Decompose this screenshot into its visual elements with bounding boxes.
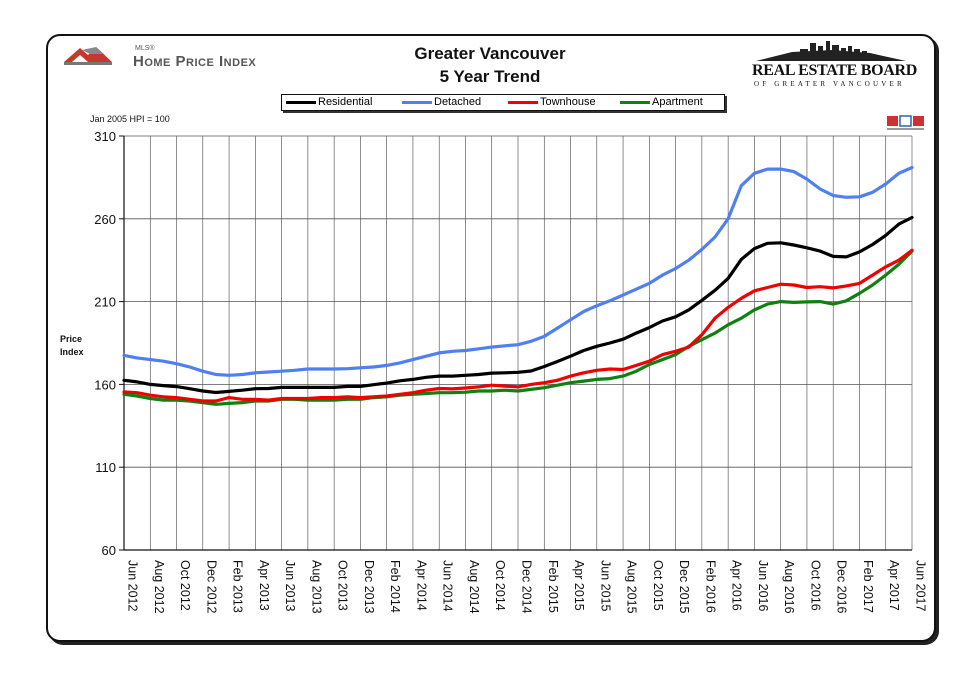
legend-swatch-residential <box>286 100 316 104</box>
series-line-townhouse <box>122 248 914 403</box>
x-tick-label: Jun 2016 <box>756 560 770 611</box>
x-tick-label: Aug 2015 <box>625 560 639 614</box>
x-tick-label: Dec 2016 <box>835 560 849 614</box>
x-tick-label: Apr 2016 <box>730 560 744 611</box>
x-tick-label: Oct 2015 <box>651 560 665 611</box>
legend-swatch-apartment <box>620 100 650 104</box>
board-subtitle: OF GREATER VANCOUVER <box>754 80 905 88</box>
x-tick-label: Dec 2015 <box>677 560 691 614</box>
skyline-logo-icon <box>756 41 906 61</box>
x-tick-label: Dec 2013 <box>362 560 376 614</box>
x-tick-label: Feb 2016 <box>703 560 717 613</box>
x-tick-label: Aug 2014 <box>467 560 481 614</box>
hpi-logo-small: MLS® <box>135 45 155 52</box>
x-tick-label: Oct 2016 <box>808 560 822 611</box>
x-tick-label: Jun 2014 <box>441 560 455 611</box>
y-tick-label: 210 <box>94 295 116 310</box>
y-tick-label: 160 <box>94 377 116 392</box>
hpi-house-logo-icon <box>64 47 112 65</box>
x-tick-label: Oct 2012 <box>178 560 192 611</box>
legend-label-residential: Residential <box>318 96 373 108</box>
x-tick-label: Oct 2014 <box>493 560 507 611</box>
x-tick-label: Apr 2013 <box>257 560 271 611</box>
legend-item-residential: Residential <box>286 95 372 110</box>
legend-item-detached: Detached <box>402 95 481 110</box>
legend-swatch-townhouse <box>508 100 538 104</box>
legend-label-apartment: Apartment <box>652 96 703 108</box>
x-tick-label: Jun 2013 <box>283 560 297 611</box>
legend-swatch-detached <box>402 100 432 104</box>
x-tick-label: Feb 2014 <box>388 560 402 613</box>
y-tick-label: 60 <box>102 543 116 558</box>
x-tick-label: Aug 2013 <box>309 560 323 614</box>
x-tick-label: Jun 2015 <box>598 560 612 611</box>
chart-legend: Residential Detached Townhouse Apartment <box>281 94 725 111</box>
legend-item-townhouse: Townhouse <box>508 95 596 110</box>
x-tick-label: Aug 2016 <box>782 560 796 614</box>
x-tick-label: Oct 2013 <box>336 560 350 611</box>
chart-title-line1: Greater Vancouver <box>414 44 566 63</box>
x-tick-label: Jun 2012 <box>126 560 140 611</box>
legend-item-apartment: Apartment <box>620 95 703 110</box>
x-tick-label: Jun 2017 <box>914 560 928 611</box>
x-tick-label: Feb 2017 <box>861 560 875 613</box>
x-tick-label: Dec 2014 <box>520 560 534 614</box>
y-axis-label: Price Index <box>60 334 84 357</box>
y-tick-label: 260 <box>94 212 116 227</box>
legend-label-detached: Detached <box>434 96 482 108</box>
y-tick-label: 110 <box>95 460 116 475</box>
series-line-residential <box>122 215 914 395</box>
x-tick-label: Feb 2015 <box>546 560 560 613</box>
x-tick-label: Apr 2015 <box>572 560 586 611</box>
x-tick-label: Dec 2012 <box>204 560 218 614</box>
chart-frame <box>46 34 936 642</box>
x-tick-label: Apr 2017 <box>887 560 901 611</box>
legend-label-townhouse: Townhouse <box>540 96 596 108</box>
series-line-detached <box>122 165 914 377</box>
hpi-logo-text: Home Price Index <box>133 53 257 70</box>
board-name: REAL ESTATE BOARD <box>752 62 918 79</box>
base-index-note: Jan 2005 HPI = 100 <box>90 114 170 124</box>
x-tick-label: Feb 2013 <box>231 560 245 613</box>
chart-title-line2: 5 Year Trend <box>439 67 541 86</box>
series-line-apartment <box>122 249 914 406</box>
x-tick-label: Aug 2012 <box>152 560 166 614</box>
y-tick-label: 310 <box>94 129 116 144</box>
x-tick-label: Apr 2014 <box>414 560 428 611</box>
mls-badge-icon <box>887 115 924 130</box>
